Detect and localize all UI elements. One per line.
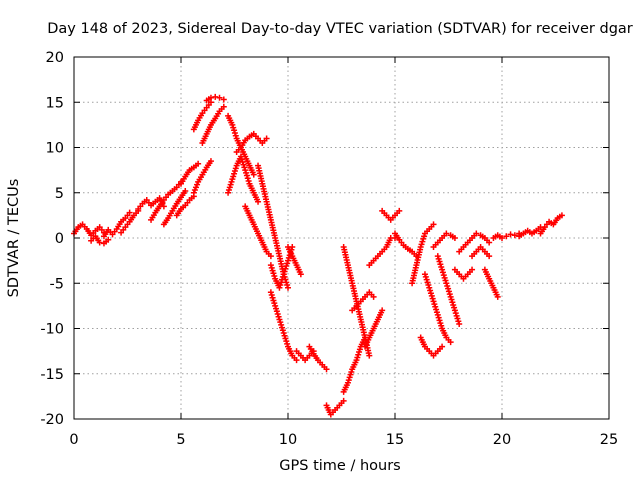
data-point: [443, 230, 450, 237]
data-point: [456, 320, 463, 327]
data-point: [105, 236, 112, 243]
grid: [74, 57, 609, 419]
axis-ticks: [73, 56, 610, 420]
data-point: [499, 235, 505, 241]
data-point: [263, 135, 270, 142]
y-axis-label: SDTVAR / TECUs: [6, 179, 22, 298]
y-tick-label: -15: [40, 367, 64, 383]
y-tick-label: -10: [40, 322, 64, 338]
data-point: [430, 221, 437, 228]
x-axis-label: GPS time / hours: [279, 458, 400, 474]
data-point: [323, 366, 330, 373]
data-point: [503, 233, 510, 240]
data-point: [451, 235, 458, 241]
data-point: [511, 232, 518, 239]
y-tick-labels: -20 -15 -10 -5 0 5 10 15 20: [40, 50, 64, 428]
data-point: [285, 284, 291, 291]
data-point: [182, 187, 189, 194]
data-point: [507, 231, 514, 238]
data-point: [195, 160, 202, 167]
data-point: [212, 93, 219, 100]
x-tick-labels: 0 5 10 15 20 25: [69, 432, 618, 448]
data-point: [379, 307, 386, 314]
data-point: [473, 230, 480, 237]
data-point: [486, 253, 493, 260]
y-tick-label: -5: [50, 276, 64, 292]
x-tick-label: 10: [279, 432, 297, 448]
data-point: [469, 266, 476, 273]
data-point: [558, 212, 565, 219]
data-point: [216, 94, 223, 101]
data-point: [366, 352, 373, 359]
x-tick-label: 25: [600, 432, 618, 448]
data-point: [207, 158, 214, 165]
data-point: [396, 207, 403, 214]
data-point: [439, 343, 446, 350]
data-point: [486, 239, 493, 246]
y-tick-label: 20: [46, 50, 64, 66]
y-tick-label: 0: [55, 231, 64, 247]
data-point: [297, 271, 304, 278]
data-point: [250, 171, 257, 178]
x-tick-label: 20: [493, 432, 511, 448]
data-point: [207, 94, 214, 101]
data-point: [220, 96, 227, 103]
x-tick-label: 0: [69, 432, 78, 448]
data-point: [293, 357, 300, 364]
data-point: [255, 198, 262, 205]
data-point: [267, 253, 274, 260]
data-point: [96, 239, 103, 246]
x-tick-label: 5: [176, 432, 185, 448]
data-points: [71, 93, 565, 418]
data-point: [370, 293, 377, 300]
data-point: [340, 397, 347, 404]
chart-title: Day 148 of 2023, Sidereal Day-to-day VTE…: [47, 21, 633, 37]
y-tick-label: 5: [55, 186, 64, 202]
data-point: [447, 339, 454, 346]
y-tick-label: -20: [40, 412, 64, 428]
data-point: [494, 293, 501, 300]
y-tick-label: 10: [46, 141, 64, 157]
data-point: [126, 209, 133, 216]
y-tick-label: 15: [46, 95, 64, 111]
data-point: [220, 103, 227, 110]
x-tick-label: 15: [386, 432, 404, 448]
